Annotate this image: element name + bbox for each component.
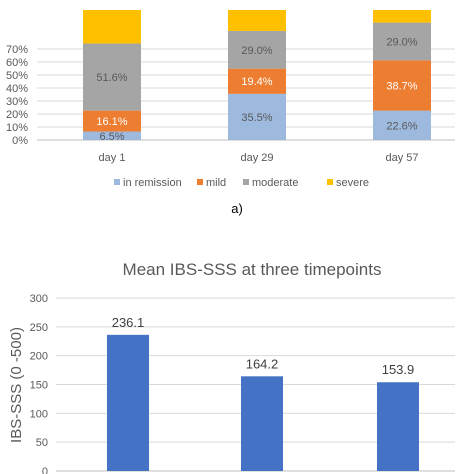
chart-a-x-ticks: day 1 day 29 day 57 — [99, 152, 419, 164]
data-label: 35.5% — [241, 112, 272, 124]
bar-segment-moderate — [373, 22, 431, 61]
stacked-bar-chart: 0%10%20%30%40%50%60%70% 6.5% 16.1% 51.6% 35… — [6, 10, 455, 216]
chart-b-y-ticks: 0 50 100 150 200 250 300 — [30, 293, 48, 474]
data-label: 51.6% — [96, 72, 127, 84]
legend-swatch — [197, 179, 203, 185]
chart-b-y-axis-label: IBS-SSS (0 -500) — [8, 327, 25, 443]
y-tick-label: 10% — [6, 122, 28, 134]
bar-segment-mild — [228, 68, 286, 94]
data-label: 16.1% — [96, 116, 127, 128]
data-label: 29.0% — [241, 45, 272, 57]
bar-segment-mild — [373, 60, 431, 111]
x-tick-label: day 57 — [385, 152, 418, 164]
data-label: 22.6% — [386, 120, 417, 132]
data-label: 236.1 — [112, 315, 145, 330]
chart-a-legend: in remission mild moderate severe — [114, 177, 369, 189]
chart-b-bars: 236.1 164.2 153.9 — [107, 315, 419, 471]
y-tick-label: 30% — [6, 96, 28, 108]
bar-segment-severe — [373, 10, 431, 23]
y-tick-label: 40% — [6, 83, 28, 95]
bar — [107, 334, 149, 471]
data-label: 38.7% — [386, 80, 417, 92]
y-tick-label: 250 — [30, 322, 48, 334]
y-tick-label: 20% — [6, 109, 28, 121]
y-tick-label: 300 — [30, 293, 48, 305]
data-label: 6.5% — [99, 131, 124, 143]
y-tick-label: 50% — [6, 70, 28, 82]
legend-entry: in remission — [123, 177, 182, 189]
bar-segment-severe — [83, 10, 141, 44]
y-tick-label: 70% — [6, 44, 28, 56]
legend-entry: severe — [336, 177, 369, 189]
chart-a-bars: 6.5% 16.1% 51.6% 35.5% 19.4% 29.0% 22.6% 38.7% 2… — [83, 10, 431, 143]
chart-a-y-ticks: 0%10%20%30%40%50%60%70% — [6, 44, 28, 147]
legend-swatch — [114, 179, 120, 185]
mean-bar-chart: Mean IBS-SSS at three timepoints IBS-SSS… — [8, 260, 455, 474]
bar-segment-mild — [83, 110, 141, 132]
data-label: 153.9 — [382, 362, 415, 377]
y-tick-label: 150 — [30, 379, 48, 391]
y-tick-label: 60% — [6, 57, 28, 69]
y-tick-label: 0 — [42, 466, 48, 474]
bar-segment-moderate — [228, 30, 286, 69]
y-tick-label: 50 — [36, 437, 48, 449]
bar-segment-in-remission — [83, 131, 141, 140]
x-tick-label: day 29 — [240, 152, 273, 164]
legend-entry: mild — [206, 177, 226, 189]
x-tick-label: day 1 — [99, 152, 126, 164]
bar-segment-severe — [228, 10, 286, 31]
chart-b-title: Mean IBS-SSS at three timepoints — [123, 260, 382, 279]
bar-segment-in-remission — [373, 110, 431, 140]
legend-swatch — [243, 179, 249, 185]
y-tick-label: 200 — [30, 351, 48, 363]
data-label: 19.4% — [241, 76, 272, 88]
bar-segment-moderate — [83, 43, 141, 111]
chart-a-caption: a) — [231, 201, 243, 216]
bar-segment-in-remission — [228, 93, 286, 140]
data-label: 29.0% — [386, 36, 417, 48]
bar — [377, 382, 419, 471]
bar — [241, 376, 283, 471]
y-tick-label: 0% — [12, 135, 28, 147]
legend-entry: moderate — [252, 177, 298, 189]
y-tick-label: 100 — [30, 408, 48, 420]
data-label: 164.2 — [246, 356, 279, 371]
legend-swatch — [327, 179, 333, 185]
